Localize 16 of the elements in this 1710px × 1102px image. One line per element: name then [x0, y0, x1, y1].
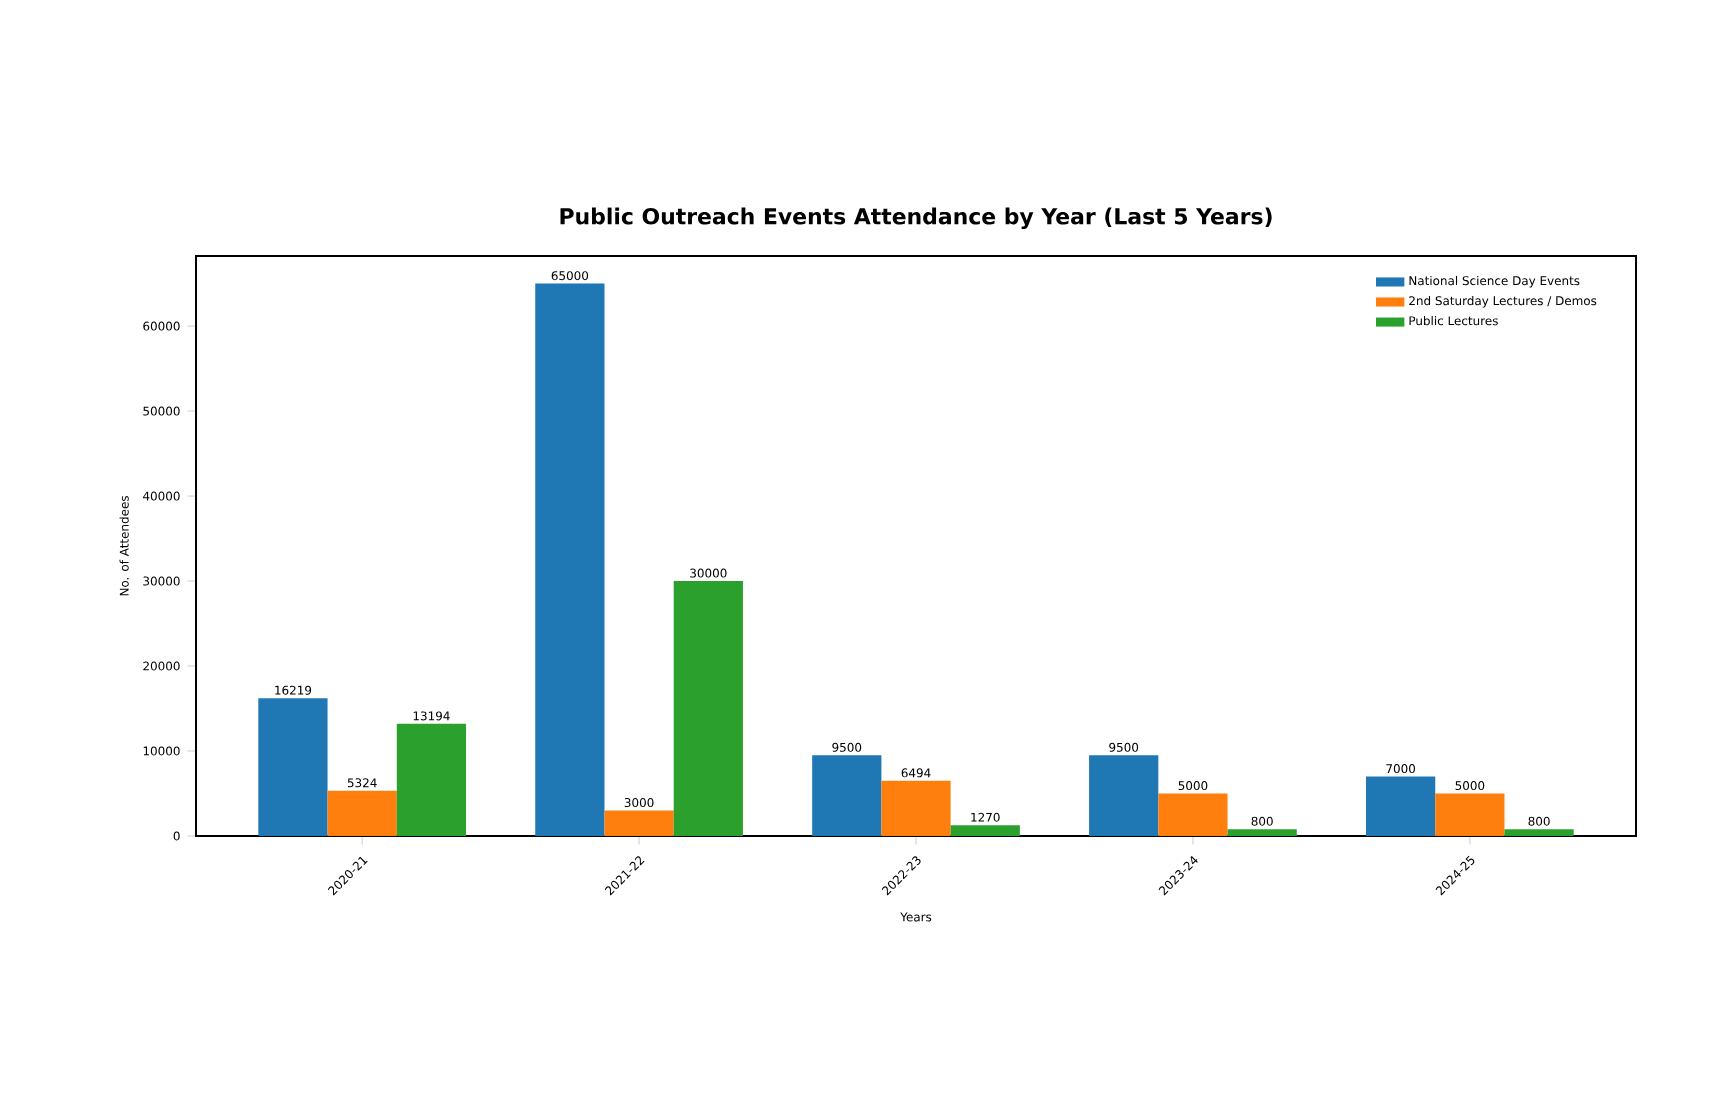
bar [1366, 776, 1436, 836]
bar [535, 283, 605, 836]
bar [1504, 829, 1574, 836]
bar [604, 810, 674, 836]
bar [327, 790, 397, 836]
bar [1089, 755, 1159, 836]
bar [258, 698, 328, 836]
bar [673, 581, 743, 836]
bar [1227, 829, 1297, 836]
bar [950, 825, 1020, 836]
chart-title: Public Outreach Events Attendance by Year (Last 5 Years) [560, 207, 1272, 229]
bar [812, 755, 882, 836]
bar [1435, 793, 1505, 836]
bar [881, 780, 951, 836]
bar [396, 723, 467, 836]
bar [1158, 793, 1228, 836]
